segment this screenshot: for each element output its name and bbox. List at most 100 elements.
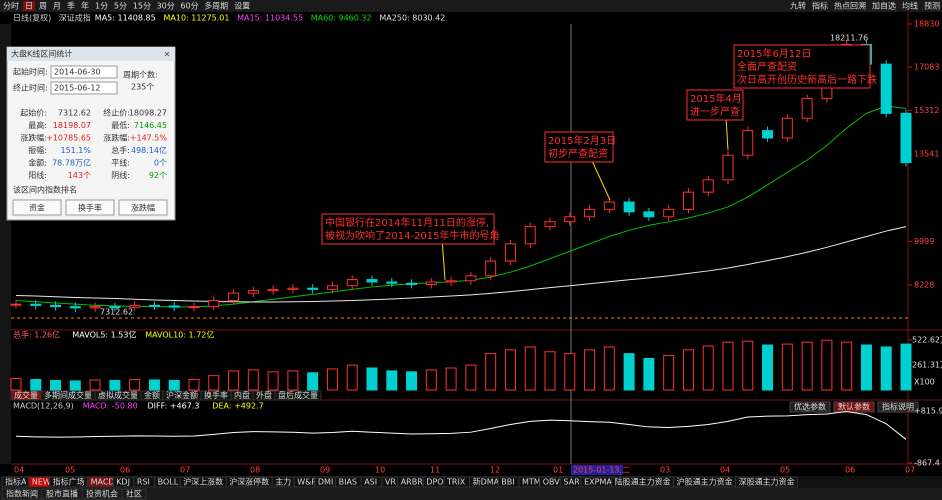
date-label: 09: [320, 466, 330, 475]
indicator-tab-label: 沪深涨停数: [229, 477, 269, 487]
tool-button[interactable]: 九转: [790, 1, 806, 11]
stat-label: 振幅:: [28, 145, 47, 155]
candle: [643, 211, 655, 218]
volume-bar: [504, 349, 516, 391]
indicator-tab-label: W&R: [297, 478, 317, 487]
close-icon[interactable]: ×: [164, 50, 171, 59]
period-tab[interactable]: 多周期: [204, 1, 228, 11]
period-tab[interactable]: 1分: [95, 2, 108, 11]
period-tab[interactable]: 年: [81, 1, 89, 11]
annotation-text: 次日高开创历史新高后一路下跌: [737, 73, 877, 86]
annotation-leader: [592, 161, 611, 201]
y-tick-label: -867.4: [914, 459, 940, 468]
stat-value: 143个: [68, 171, 91, 180]
volume-bar: [326, 368, 338, 391]
y-tick-label: 17083: [914, 63, 939, 72]
volume-bar: [643, 357, 655, 391]
volume-bar: [129, 378, 141, 391]
volume-tab-label: 金额: [144, 390, 160, 400]
volume-bar: [900, 343, 912, 391]
date-select[interactable]: [50, 65, 118, 79]
candle: [228, 292, 240, 301]
indicator-tab-label: TRIX: [446, 478, 466, 487]
volume-bar: [762, 344, 774, 391]
candle: [584, 208, 596, 218]
candle: [326, 285, 338, 290]
indicator-tab-label: 深股通主力资金: [739, 477, 795, 487]
candle: [524, 226, 536, 245]
ma-legend: MA250: 8030.42: [379, 14, 445, 23]
period-tab[interactable]: 月: [53, 2, 61, 11]
indicator-tab-label: RSI: [137, 478, 150, 487]
rank-button-label: 资金: [29, 203, 45, 213]
volume-bar: [425, 369, 437, 391]
candle: [109, 306, 121, 309]
volume-bar: [722, 341, 734, 391]
tool-button[interactable]: 加自选: [872, 1, 896, 11]
indicator-tab[interactable]: [735, 476, 799, 488]
side-bar: [0, 24, 11, 464]
date-label: 01: [553, 466, 563, 475]
volume-bar: [564, 353, 576, 391]
stat-label: 阳线:: [28, 170, 47, 180]
rank-title: 该区间内指数排名: [13, 185, 77, 195]
rank-button[interactable]: [12, 199, 62, 216]
macd-button-label: 指标说明: [882, 402, 914, 412]
bottom-tab-label: 指数新闻: [6, 489, 38, 499]
tool-button[interactable]: 热点回溯: [834, 1, 866, 11]
volume-tab[interactable]: [274, 390, 322, 401]
tool-button[interactable]: 预测: [924, 1, 940, 11]
indicator-tab-label: 沪股通主力资金: [677, 477, 733, 487]
candle: [148, 304, 160, 307]
period-tab[interactable]: 5分: [114, 2, 127, 11]
macd-button[interactable]: [877, 401, 919, 413]
bottom-tab[interactable]: [121, 488, 147, 500]
candle: [307, 287, 319, 290]
rank-button[interactable]: [65, 199, 115, 216]
candle: [188, 306, 200, 309]
stats-title-bar: [7, 47, 175, 61]
rank-button[interactable]: [118, 199, 168, 216]
candle: [762, 130, 774, 139]
period-tab[interactable]: 30分: [157, 2, 175, 11]
candle: [504, 243, 516, 262]
chart-title: 日线(复权): [13, 13, 51, 23]
macd-legend: MACD: -50.80: [83, 402, 138, 411]
unit-label: X100: [914, 378, 935, 387]
period-tab[interactable]: 设置: [234, 1, 250, 11]
indicator-tab-label: ASI: [364, 478, 377, 487]
rank-button-label: 涨跌幅: [131, 203, 155, 213]
period-tab[interactable]: 周: [39, 2, 47, 11]
bottom-tab-label: 股市直播: [46, 489, 78, 499]
date-label: 05: [780, 466, 790, 475]
volume-bar: [267, 371, 279, 391]
stat-label: 阴线:: [111, 170, 130, 180]
stat-value: 7146.45: [134, 121, 167, 130]
stat-value: 7312.62: [58, 109, 91, 118]
tool-button[interactable]: 均线: [902, 1, 918, 11]
tool-button[interactable]: 指标: [812, 1, 828, 11]
bottom-tab-label: 社区: [126, 489, 142, 499]
period-tab[interactable]: 15分: [133, 2, 151, 11]
rank-button-label: 换手率: [78, 203, 102, 213]
indicator-tab-label: ARBR: [401, 478, 424, 487]
stat-value: 498.14亿: [131, 145, 167, 155]
stat-value: 0个: [154, 159, 167, 168]
date-label: 07: [180, 466, 190, 475]
volume-bar: [465, 364, 477, 391]
indicator-tab-label: BBI: [501, 478, 514, 487]
date-select[interactable]: [50, 81, 118, 95]
macd-button[interactable]: [833, 401, 875, 413]
annotation-text: 2015年6月12日: [737, 47, 812, 60]
candle: [346, 279, 358, 287]
stat-label: 起始价:: [20, 108, 47, 118]
period-tab[interactable]: 分时: [3, 1, 19, 11]
volume-bar: [287, 370, 299, 391]
period-tab[interactable]: 日: [25, 2, 33, 11]
stat-value: 92个: [149, 171, 167, 180]
macd-button[interactable]: [789, 401, 831, 413]
period-tab[interactable]: 季: [67, 1, 75, 11]
volume-tab-label: 多期间成交量: [44, 390, 92, 400]
period-tab[interactable]: 60分: [180, 2, 198, 11]
